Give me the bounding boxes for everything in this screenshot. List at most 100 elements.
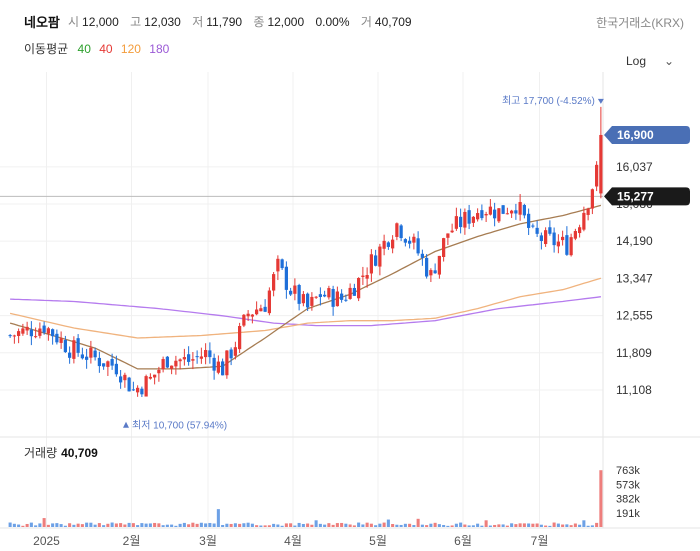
volume-bar [110,522,114,527]
candle-body [76,338,80,353]
volume-bar [467,525,471,527]
volume-bar [344,523,348,527]
candle-body [344,299,348,301]
candle [8,334,12,338]
volume-bar [450,525,454,527]
candle-body [310,296,314,306]
volume-bar [34,525,38,527]
candle-body [510,210,514,214]
candle-body [93,350,97,358]
candle [335,286,339,307]
volume-bar [68,523,72,527]
volume-bar [408,523,412,527]
candle-body [250,314,254,317]
candle-body [539,235,543,241]
candle [250,314,254,324]
volume-bar [267,525,271,527]
volume-bar [425,525,429,527]
ma-period-4[interactable]: 180 [149,42,170,56]
candle [46,326,50,341]
candle-body [386,242,390,247]
candle [344,294,348,302]
candle-body [318,294,322,298]
moving-average-legend[interactable]: 이동평균 40 40 120 180 [24,40,174,57]
high-label: 고 [130,15,142,29]
candle [561,230,565,246]
candle [187,346,191,366]
candle [199,347,203,364]
candle-body [233,347,237,356]
candle [454,207,458,231]
volume-panel-title: 거래량 [24,446,58,460]
volume-bar [352,525,356,527]
x-tick-label: 7월 [531,534,549,548]
candle-body [348,287,352,299]
candle-body [267,290,271,314]
volume-bar [586,525,590,527]
candle-body [471,216,475,223]
high-marker-label: 최고 17,700 (-4.52%) [502,95,595,107]
volume-bar [289,523,293,527]
volume-bar [518,523,522,527]
candle [378,243,382,276]
volume-bar [263,525,267,527]
y-tick-label: 16,037 [616,160,653,174]
x-tick-label: 2월 [123,534,141,548]
candle-body [403,239,407,243]
candle [331,285,335,316]
candle [170,365,174,375]
candle [225,350,229,379]
candle [140,386,144,398]
candle-body [480,210,484,219]
open-label: 시 [68,15,80,29]
volume-bar [590,525,594,527]
volume-bar [395,524,399,527]
candle [391,235,395,254]
volume-bar [310,524,314,527]
candle-body [561,236,565,241]
volume-bar [361,524,365,527]
volume-bar [420,524,424,527]
candle [229,347,233,366]
volume-bar [131,523,135,527]
candle [382,234,386,256]
scale-toggle-button[interactable]: Log ⌄ [626,54,674,68]
candle-body [335,291,339,307]
candle [89,340,93,364]
volume-bar [369,523,373,527]
candle-body [106,361,110,367]
ma-period-3[interactable]: 120 [120,42,141,56]
candle [429,268,433,283]
candle [565,226,569,256]
candle [85,348,89,369]
candle-body [68,352,72,358]
low-marker-arrow [123,421,129,428]
candle-body [25,326,29,331]
candle-body [114,363,118,375]
candle-body [565,235,569,255]
candle [386,241,390,250]
y-tick-label: 11,108 [616,383,652,397]
candle-body [34,336,38,338]
volume-bar [250,523,254,527]
candle [280,258,284,270]
candle [246,310,250,321]
candle [514,203,518,220]
candle [144,374,148,397]
volume-bar [488,525,492,527]
candle [548,220,552,236]
candle-body [459,216,463,228]
candle-body [191,359,195,361]
ma-period-1[interactable]: 40 [77,42,91,56]
volume-bar [437,524,441,527]
volume-bar [497,524,501,527]
volume-bar [242,523,246,527]
volume-bar [416,518,420,527]
ma-period-2[interactable]: 40 [99,42,113,56]
candle [21,323,25,336]
candle [59,331,63,349]
candle [352,283,356,296]
volume-bar [544,525,548,527]
